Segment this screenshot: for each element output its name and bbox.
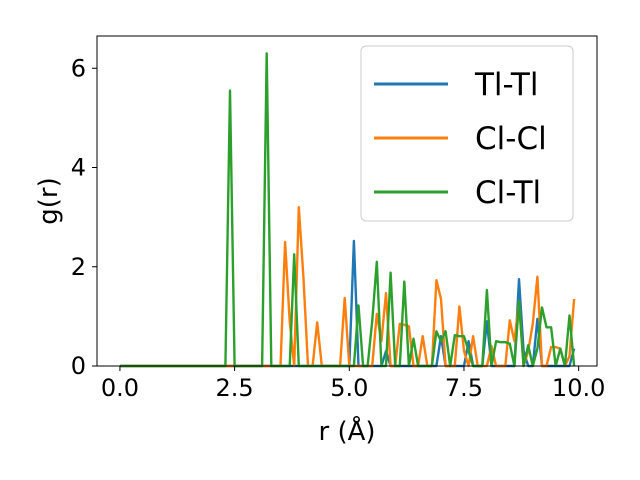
x-tick-label: 0.0: [101, 374, 139, 402]
y-tick-label: 6: [71, 54, 86, 82]
legend: Tl-Tl Cl-Cl Cl-Tl: [360, 45, 574, 222]
y-tick-label: 0: [71, 352, 86, 380]
x-tick-label: 2.5: [216, 374, 254, 402]
x-axis: 0.0 2.5 5.0 7.5 10.0: [101, 366, 605, 402]
x-axis-label: r (Å): [318, 415, 375, 447]
legend-label: Cl-Cl: [475, 121, 547, 157]
plot-frame: [96, 35, 598, 367]
x-tick-label: 5.0: [330, 374, 368, 402]
legend-label: Tl-Tl: [474, 67, 538, 103]
y-tick-label: 4: [71, 154, 86, 182]
legend-label: Cl-Tl: [475, 175, 541, 211]
x-tick-label: 7.5: [445, 374, 483, 402]
y-tick-label: 2: [71, 253, 86, 281]
y-axis: 0 2 4 6: [71, 54, 97, 380]
y-axis-label: g(r): [34, 177, 64, 224]
legend-box: [360, 45, 574, 222]
x-tick-label: 10.0: [552, 374, 605, 402]
